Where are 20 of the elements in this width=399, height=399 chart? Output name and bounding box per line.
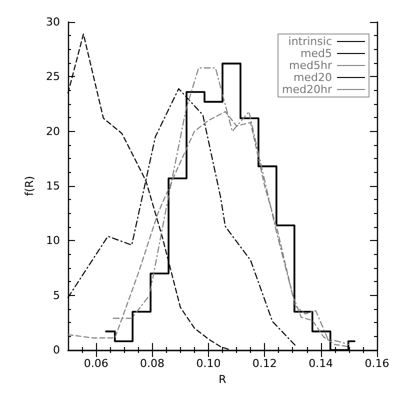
x-tick-label: 0.06 [84,357,108,370]
y-tick-label: 15 [46,180,60,192]
y-tick-label: 20 [46,124,60,138]
y-tick-label: 25 [46,70,60,84]
x-axis-title: R [218,372,227,386]
x-tick-label: 0.10 [196,357,221,370]
y-tick-label: 5 [53,288,60,302]
legend-label: med20 [294,71,332,84]
legend-label: med5 [300,47,332,60]
legend-label: med20hr [282,83,332,96]
legend-label: intrinsic [288,35,332,48]
x-tick-label: 0.14 [308,357,334,370]
y-tick-label: 10 [46,234,60,248]
x-tick-label: 0.08 [140,357,165,370]
y-tick-label: 30 [46,16,60,28]
y-tick-label: 0 [53,344,60,356]
x-tick-label: 0.16 [364,357,390,370]
x-tick-label: 0.12 [252,357,277,370]
y-axis-title: f(R) [23,176,36,196]
legend-label: med5hr [289,59,332,72]
